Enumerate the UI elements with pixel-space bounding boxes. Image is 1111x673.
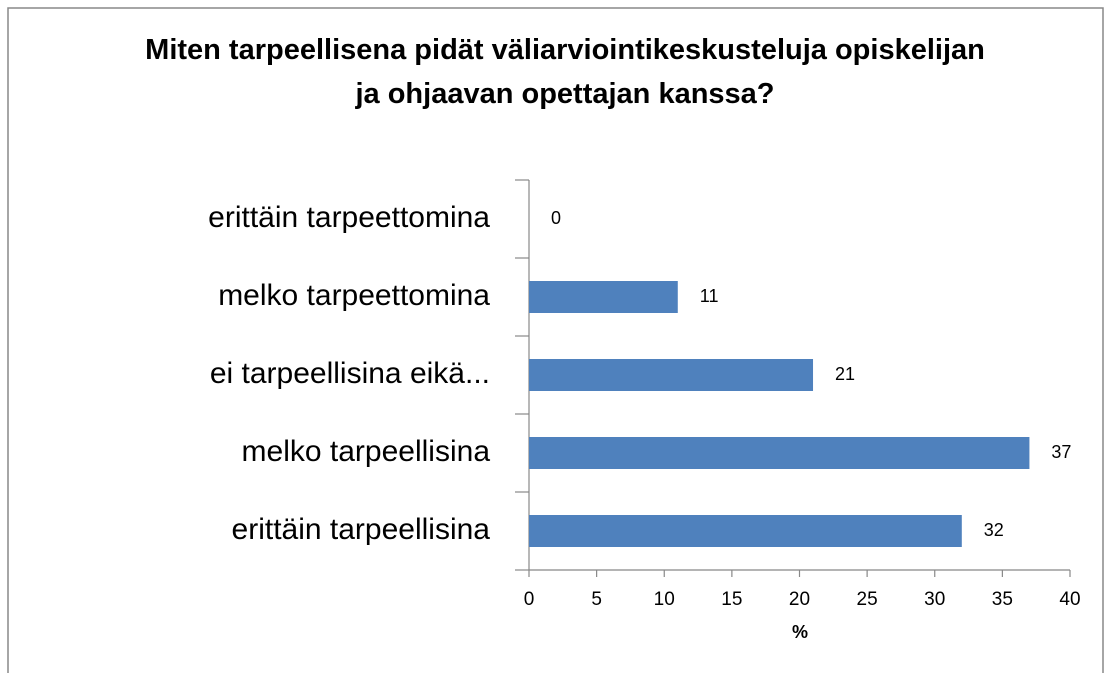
x-tick-label: 35	[992, 589, 1013, 610]
chart-title: Miten tarpeellisena pidät väliarviointik…	[145, 34, 985, 110]
x-tick-label: 25	[857, 589, 878, 610]
x-tick-label: 40	[1059, 589, 1080, 610]
x-tick-label: 15	[721, 589, 742, 610]
bar	[529, 515, 962, 547]
value-label: 37	[1051, 442, 1071, 462]
y-tick-label: erittäin tarpeellisina	[232, 513, 491, 546]
x-tick-label: 5	[591, 589, 602, 610]
value-label: 0	[551, 208, 561, 228]
value-label: 32	[984, 520, 1004, 540]
bar	[529, 281, 678, 313]
x-tick-label: 30	[924, 589, 945, 610]
y-tick-label: melko tarpeellisina	[242, 435, 491, 468]
bar	[529, 437, 1030, 469]
value-label: 21	[835, 364, 855, 384]
y-tick-label: melko tarpeettomina	[218, 279, 490, 312]
x-tick-label: 20	[789, 589, 810, 610]
y-tick-label: erittäin tarpeettomina	[208, 201, 490, 234]
y-tick-label: ei tarpeellisina eikä...	[210, 357, 490, 390]
x-axis-label: %	[792, 622, 808, 642]
x-tick-label: 10	[654, 589, 675, 610]
value-label: 11	[700, 286, 719, 306]
frame	[7, 7, 1104, 673]
x-tick-label: 0	[524, 589, 535, 610]
bar	[529, 359, 814, 391]
